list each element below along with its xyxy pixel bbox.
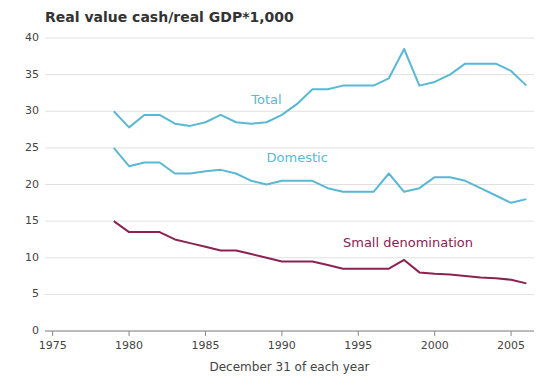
grid-line [45, 294, 534, 295]
y-tick-label: 20 [25, 178, 39, 191]
y-tick-label: 25 [25, 141, 39, 154]
series-label: Domestic [267, 150, 328, 165]
series-label: Total [250, 92, 281, 107]
series-line [114, 221, 527, 283]
x-tick-label: 1990 [268, 339, 296, 352]
series-label: Small denomination [343, 235, 473, 250]
x-tick [129, 331, 130, 336]
x-tick [52, 331, 53, 336]
x-tick [281, 331, 282, 336]
series-line [114, 49, 527, 127]
grid-line [45, 221, 534, 222]
x-tick [511, 331, 512, 336]
grid-line [45, 147, 534, 148]
x-tick [205, 331, 206, 336]
x-tick [434, 331, 435, 336]
grid-line [45, 331, 534, 332]
grid-line [45, 38, 534, 39]
y-tick-label: 5 [32, 287, 39, 300]
title: Real value cash/real GDP*1,000 [45, 9, 294, 25]
grid [45, 38, 534, 331]
y-tick-label: 15 [25, 214, 39, 227]
chart: 0 5 10 15 20 25 30 35 40 1975 1980 1985 1990 1995 2000… [0, 0, 549, 381]
x-tick-label: 1975 [39, 339, 67, 352]
lines [114, 49, 527, 283]
x-tick-label: 1980 [115, 339, 143, 352]
x-tick [358, 331, 359, 336]
x-tick-label: 1985 [191, 339, 219, 352]
grid-line [45, 111, 534, 112]
x-tick-label: 2005 [497, 339, 525, 352]
x-tick-label: 2000 [421, 339, 449, 352]
x-axis-line [45, 331, 534, 332]
series-line [114, 148, 527, 203]
y-tick-label: 10 [25, 251, 39, 264]
grid-line [45, 184, 534, 185]
y-tick-label: 35 [25, 68, 39, 81]
grid-line [45, 74, 534, 75]
y-tick-label: 0 [32, 324, 39, 337]
x-axis-label: December 31 of each year [209, 360, 369, 374]
x-tick-label: 1995 [344, 339, 372, 352]
y-tick-label: 30 [25, 104, 39, 117]
grid-line [45, 257, 534, 258]
y-tick-label: 40 [25, 31, 39, 44]
